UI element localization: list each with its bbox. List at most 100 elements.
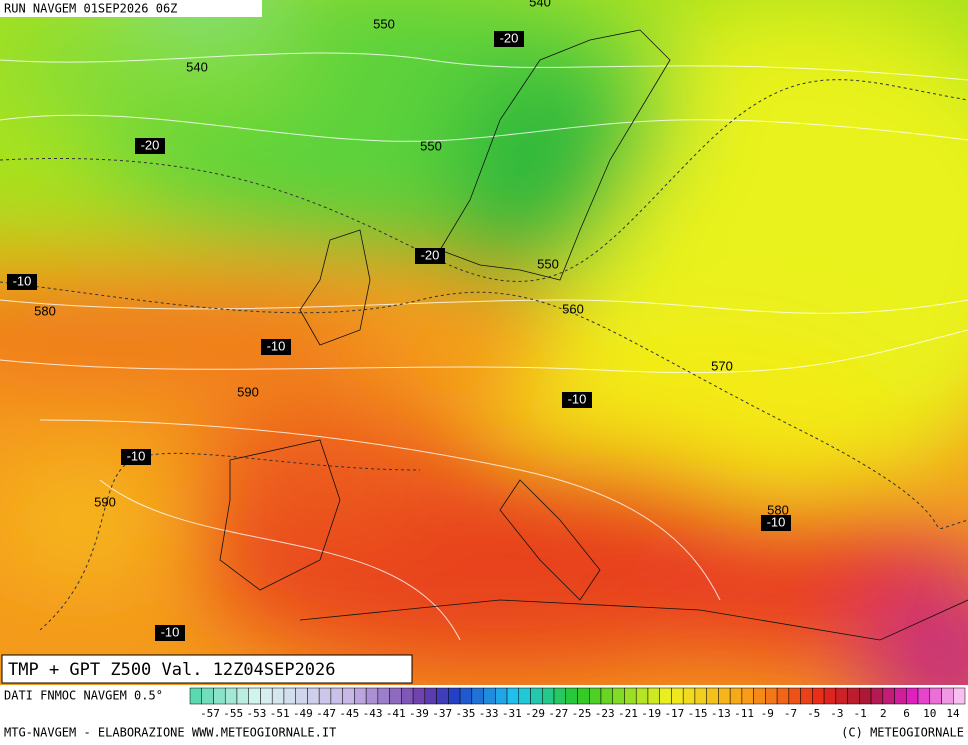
colorbar-swatch: [506, 687, 520, 705]
temp-label: -10: [767, 514, 786, 529]
colorbar-label: -11: [734, 707, 754, 720]
colorbar-swatch: [882, 687, 895, 705]
colorbar-swatch: [823, 687, 837, 705]
colorbar-swatch: [401, 687, 414, 705]
colorbar-swatch: [530, 687, 543, 705]
colorbar-swatch: [600, 687, 613, 705]
colorbar-swatch: [471, 687, 484, 705]
data-source: DATI FNMOC NAVGEM 0.5°: [4, 689, 163, 703]
colorbar-label: -43: [363, 707, 383, 720]
colorbar-label: -5: [807, 707, 820, 720]
colorbar-label: -55: [223, 707, 243, 720]
colorbar-swatch: [213, 687, 226, 705]
colorbar-swatch: [189, 687, 202, 705]
colorbar-swatch: [307, 687, 320, 705]
colorbar-swatch: [941, 687, 954, 705]
colorbar-swatch: [847, 687, 860, 705]
colorbar-swatch: [776, 687, 790, 705]
colorbar-swatch: [295, 687, 308, 705]
colorbar-label: -25: [572, 707, 592, 720]
height-label: 540: [529, 0, 551, 9]
colorbar-swatch: [330, 687, 343, 705]
colorbar-swatch: [671, 687, 684, 705]
colorbar-label: -49: [293, 707, 313, 720]
temp-label: -10: [568, 391, 587, 406]
colorbar-label: -47: [316, 707, 336, 720]
height-label: 580: [767, 502, 789, 517]
map-title: TMP + GPT Z500 Val. 12Z04SEP2026: [8, 660, 336, 680]
height-label: 590: [237, 384, 259, 399]
footer-left: MTG-NAVGEM - ELABORAZIONE WWW.METEOGIORN…: [4, 726, 336, 740]
colorbar-swatch: [741, 687, 754, 705]
colorbar-label: -19: [641, 707, 661, 720]
colorbar-swatch: [729, 687, 743, 705]
colorbar-label: -27: [548, 707, 568, 720]
colorbar-swatch: [424, 687, 437, 705]
colorbar-swatch: [553, 687, 567, 705]
temp-label: -20: [141, 137, 160, 152]
colorbar-swatch: [906, 687, 919, 705]
footer-right: (C) METEOGIORNALE: [841, 726, 964, 740]
colorbar-label: -9: [761, 707, 774, 720]
colorbar-swatch: [542, 687, 555, 705]
temp-label: -10: [267, 338, 286, 353]
colorbar-swatch: [588, 687, 602, 705]
colorbar-label: 10: [923, 707, 936, 720]
colorbar-label: -57: [200, 707, 220, 720]
colorbar-swatch: [459, 687, 473, 705]
colorbar-swatch: [682, 687, 696, 705]
colorbar-label: -33: [479, 707, 499, 720]
colorbar-swatch: [236, 687, 249, 705]
colorbar-swatch: [248, 687, 261, 705]
height-label: 590: [94, 494, 116, 509]
colorbar-label: -35: [455, 707, 475, 720]
colorbar-swatch: [342, 687, 355, 705]
colorbar-label: -7: [784, 707, 797, 720]
colorbar-label: -23: [595, 707, 615, 720]
temp-label-box: [7, 274, 37, 290]
temp-label: -10: [161, 624, 180, 639]
temp-label: -20: [421, 247, 440, 262]
colorbar-swatch: [365, 687, 379, 705]
height-label: 550: [373, 16, 395, 31]
colorbar-label: -13: [711, 707, 731, 720]
colorbar-label: 6: [903, 707, 910, 720]
colorbar-swatch: [635, 687, 649, 705]
temp-label: -20: [500, 30, 519, 45]
colorbar-swatch: [859, 687, 872, 705]
temp-label-box: [155, 625, 185, 641]
colorbar-swatch: [870, 687, 884, 705]
colorbar-swatch: [495, 687, 508, 705]
colorbar-label: -45: [339, 707, 359, 720]
colorbar-label: -39: [409, 707, 429, 720]
colorbar-swatch: [612, 687, 625, 705]
colorbar-swatch: [788, 687, 801, 705]
colorbar-swatch: [436, 687, 449, 705]
colorbar-swatch: [260, 687, 273, 705]
colorbar-swatch: [271, 687, 285, 705]
temp-label-box: [562, 392, 592, 408]
run-box: [0, 0, 262, 17]
colorbar-swatch: [565, 687, 578, 705]
colorbar-swatch: [354, 687, 367, 705]
colorbar-label: -17: [664, 707, 684, 720]
colorbar-swatch: [624, 687, 637, 705]
height-label: 550: [420, 138, 442, 153]
height-label: 550: [537, 256, 559, 271]
colorbar-swatch: [706, 687, 719, 705]
colorbar-swatch: [412, 687, 426, 705]
colorbar-label: -41: [386, 707, 406, 720]
colorbar-swatch: [953, 687, 966, 705]
colorbar-swatch: [318, 687, 332, 705]
colorbar-swatch: [377, 687, 390, 705]
colorbar-swatch: [835, 687, 848, 705]
isohypses: [0, 52, 968, 641]
colorbar-swatch: [800, 687, 813, 705]
colorbar-swatch: [577, 687, 590, 705]
colorbar-swatch: [894, 687, 907, 705]
temp-label-box: [761, 515, 791, 531]
colorbar-swatch: [518, 687, 531, 705]
colorbar-swatch: [659, 687, 672, 705]
